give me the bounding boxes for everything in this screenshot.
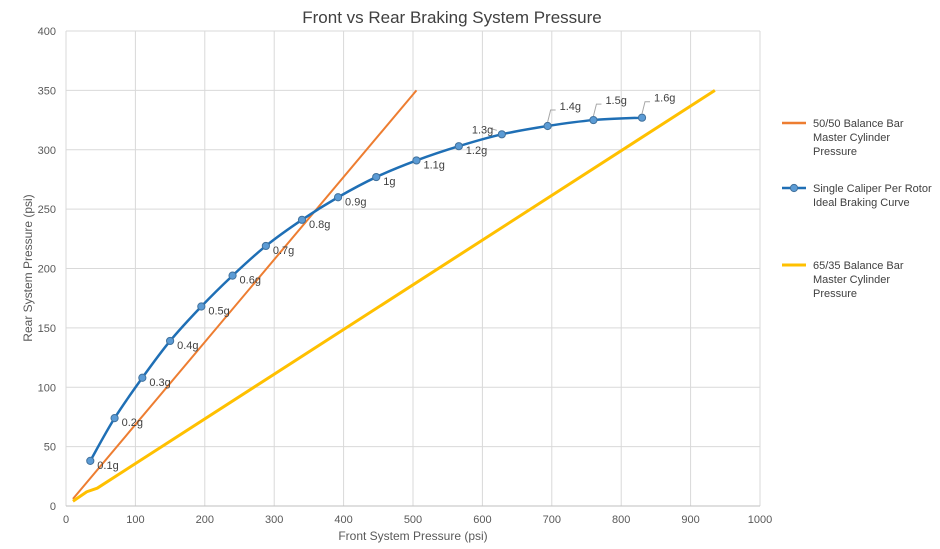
- legend-label-3: Master Cylinder: [813, 274, 890, 286]
- tick-labels: 0 100 200 300 400 500 600 700 800 900 1000 0 50 100 15…: [38, 26, 773, 526]
- legend-label-3: Pressure: [813, 288, 857, 300]
- series-line-2: [89, 116, 643, 462]
- chart-title: Front vs Rear Braking System Pressure: [302, 8, 601, 27]
- point-label: 1.3g: [472, 124, 493, 136]
- x-tick-label: 500: [404, 514, 422, 526]
- point-label: 0.6g: [240, 275, 261, 287]
- data-point: [297, 215, 307, 224]
- series-line-1: [72, 89, 418, 500]
- point-label: 1.1g: [423, 159, 444, 171]
- label-leader-line: [547, 109, 556, 123]
- point-label: 0.8g: [309, 219, 330, 231]
- x-tick-label: 700: [543, 514, 561, 526]
- data-point: [197, 302, 206, 311]
- data-point: [543, 121, 552, 131]
- y-tick-label: 200: [38, 264, 56, 276]
- y-tick-label: 400: [38, 26, 56, 38]
- point-label: 0.9g: [345, 196, 366, 208]
- y-tick-label: 350: [38, 85, 56, 97]
- point-label: 0.4g: [177, 340, 198, 352]
- x-axis-title: Front System Pressure (psi): [338, 529, 487, 543]
- label-leader-line: [592, 103, 602, 117]
- series: [72, 89, 716, 503]
- legend-label-2: Ideal Braking Curve: [813, 197, 910, 209]
- data-point: [412, 156, 421, 165]
- y-axis-title: Rear System Pressure (psi): [21, 194, 35, 341]
- point-label: 0.1g: [97, 460, 118, 472]
- legend-label-1: 50/50 Balance Bar: [813, 118, 904, 130]
- label-leader-line: [489, 127, 497, 131]
- x-tick-label: 600: [473, 514, 491, 526]
- data-point: [86, 456, 95, 465]
- x-tick-label: 400: [334, 514, 352, 526]
- point-label: 0.3g: [149, 377, 170, 389]
- legend-label-3: 65/35 Balance Bar: [813, 260, 904, 272]
- x-tick-label: 300: [265, 514, 283, 526]
- x-tick-label: 200: [196, 514, 214, 526]
- data-point: [454, 142, 463, 151]
- data-point: [497, 130, 506, 139]
- x-tick-label: 900: [681, 514, 699, 526]
- data-point: [372, 172, 381, 182]
- point-labels: 0.1g 0.2g 0.3g 0.4g 0.5g 0.6g 0.7g 0.8g 0.9g 1g 1.…: [97, 93, 675, 472]
- data-point: [333, 193, 343, 202]
- point-label: 0.7g: [273, 245, 294, 257]
- point-label: 1g: [383, 176, 395, 188]
- y-tick-label: 250: [38, 204, 56, 216]
- point-label: 0.2g: [122, 417, 143, 429]
- data-point: [166, 336, 175, 346]
- grid: [65, 30, 761, 507]
- legend: 50/50 Balance Bar Master Cylinder Pressure…: [782, 118, 932, 300]
- series-line-3: [72, 89, 716, 503]
- y-tick-label: 100: [38, 382, 56, 394]
- data-point: [228, 271, 237, 280]
- legend-label-1: Pressure: [813, 146, 857, 158]
- data-point: [261, 241, 270, 251]
- point-label: 1.4g: [560, 101, 581, 113]
- y-tick-label: 150: [38, 323, 56, 335]
- point-label: 1.2g: [466, 145, 487, 157]
- data-point: [637, 113, 647, 122]
- data-point: [589, 115, 598, 125]
- point-label: 1.5g: [605, 95, 626, 107]
- x-tick-label: 800: [612, 514, 630, 526]
- x-tick-label: 0: [63, 514, 69, 526]
- x-tick-label: 100: [126, 514, 144, 526]
- point-label: 0.5g: [208, 306, 229, 318]
- y-tick-label: 50: [44, 442, 56, 454]
- legend-marker: [789, 183, 799, 193]
- legend-label-2: Single Caliper Per Rotor: [813, 183, 932, 195]
- y-tick-label: 300: [38, 145, 56, 157]
- legend-label-1: Master Cylinder: [813, 132, 890, 144]
- point-label: 1.6g: [654, 93, 675, 105]
- label-leader-line: [641, 101, 651, 114]
- data-point: [138, 373, 147, 382]
- data-point: [110, 414, 119, 423]
- x-tick-label: 1000: [748, 514, 772, 526]
- y-tick-label: 0: [50, 501, 56, 513]
